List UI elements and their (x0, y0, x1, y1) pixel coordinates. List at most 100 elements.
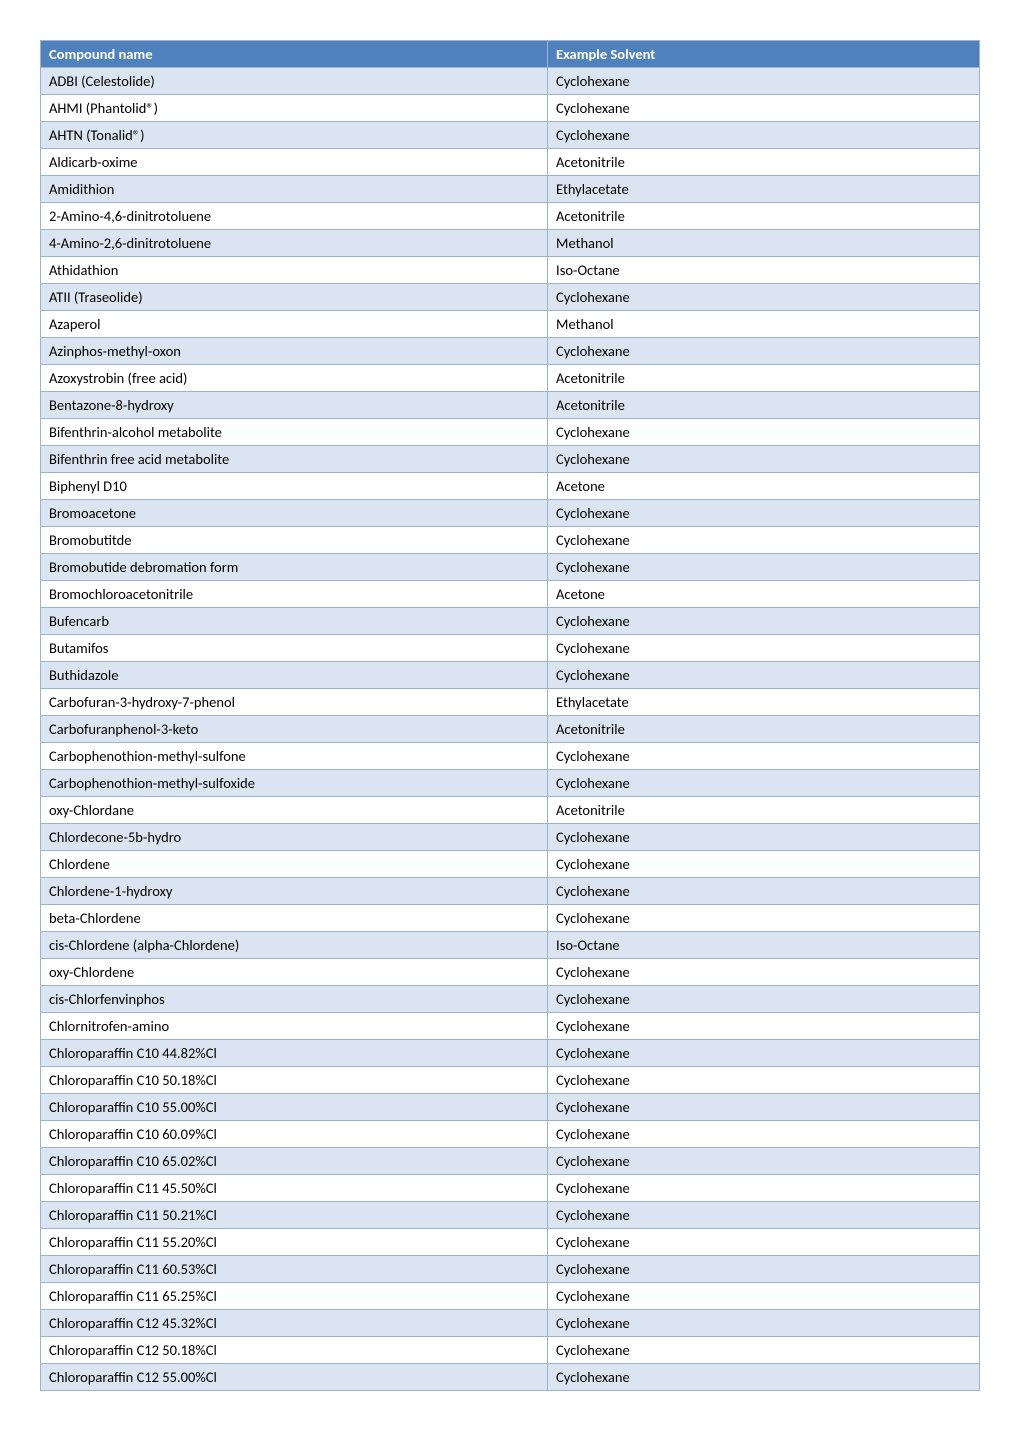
cell-solvent: Cyclohexane (548, 878, 980, 905)
cell-compound: Chloroparaffin C11 60.53%Cl (41, 1256, 548, 1283)
cell-solvent: Methanol (548, 311, 980, 338)
cell-solvent: Acetone (548, 581, 980, 608)
cell-compound: ATII (Traseolide) (41, 284, 548, 311)
cell-solvent: Cyclohexane (548, 554, 980, 581)
cell-compound: Chlornitrofen-amino (41, 1013, 548, 1040)
column-header-solvent: Example Solvent (548, 41, 980, 68)
cell-solvent: Acetonitrile (548, 203, 980, 230)
cell-solvent: Cyclohexane (548, 68, 980, 95)
table-row: AzaperolMethanol (41, 311, 980, 338)
table-row: Azinphos-methyl-oxonCyclohexane (41, 338, 980, 365)
table-row: Chloroparaffin C12 45.32%ClCyclohexane (41, 1310, 980, 1337)
cell-solvent: Cyclohexane (548, 743, 980, 770)
table-row: Chloroparaffin C12 55.00%ClCyclohexane (41, 1364, 980, 1391)
cell-compound: Butamifos (41, 635, 548, 662)
cell-compound: Azoxystrobin (free acid) (41, 365, 548, 392)
cell-solvent: Cyclohexane (548, 446, 980, 473)
cell-solvent: Ethylacetate (548, 176, 980, 203)
cell-solvent: Cyclohexane (548, 905, 980, 932)
cell-compound: Carbofuran-3-hydroxy-7-phenol (41, 689, 548, 716)
table-row: BromobutitdeCyclohexane (41, 527, 980, 554)
cell-compound: Chloroparaffin C10 55.00%Cl (41, 1094, 548, 1121)
table-row: ATII (Traseolide)Cyclohexane (41, 284, 980, 311)
cell-solvent: Cyclohexane (548, 95, 980, 122)
cell-solvent: Cyclohexane (548, 1121, 980, 1148)
cell-compound: Chloroparaffin C11 55.20%Cl (41, 1229, 548, 1256)
table-row: Chloroparaffin C10 44.82%ClCyclohexane (41, 1040, 980, 1067)
cell-solvent: Acetonitrile (548, 365, 980, 392)
cell-compound: Bromobutitde (41, 527, 548, 554)
column-header-compound: Compound name (41, 41, 548, 68)
table-row: Chloroparaffin C11 55.20%ClCyclohexane (41, 1229, 980, 1256)
cell-solvent: Cyclohexane (548, 1067, 980, 1094)
cell-compound: oxy-Chlordene (41, 959, 548, 986)
cell-compound: Chlordecone-5b-hydro (41, 824, 548, 851)
cell-compound: 2-Amino-4,6-dinitrotoluene (41, 203, 548, 230)
cell-compound: oxy-Chlordane (41, 797, 548, 824)
cell-solvent: Cyclohexane (548, 662, 980, 689)
table-row: BromochloroacetonitrileAcetone (41, 581, 980, 608)
cell-compound: Aldicarb-oxime (41, 149, 548, 176)
table-row: Chloroparaffin C11 50.21%ClCyclohexane (41, 1202, 980, 1229)
table-body: ADBI (Celestolide)CyclohexaneAHMI (Phant… (41, 68, 980, 1391)
table-row: AHTN (Tonalid®)Cyclohexane (41, 122, 980, 149)
cell-solvent: Cyclohexane (548, 1202, 980, 1229)
cell-compound: cis-Chlorfenvinphos (41, 986, 548, 1013)
cell-compound: Bifenthrin free acid metabolite (41, 446, 548, 473)
table-row: Chloroparaffin C10 60.09%ClCyclohexane (41, 1121, 980, 1148)
cell-compound: Chloroparaffin C11 45.50%Cl (41, 1175, 548, 1202)
table-row: Biphenyl D10Acetone (41, 473, 980, 500)
cell-solvent: Cyclohexane (548, 851, 980, 878)
cell-compound: Chloroparaffin C10 44.82%Cl (41, 1040, 548, 1067)
table-row: BufencarbCyclohexane (41, 608, 980, 635)
cell-solvent: Cyclohexane (548, 500, 980, 527)
cell-compound: Carbophenothion-methyl-sulfoxide (41, 770, 548, 797)
table-row: Chlornitrofen-aminoCyclohexane (41, 1013, 980, 1040)
table-row: AHMI (Phantolid®)Cyclohexane (41, 95, 980, 122)
table-row: Bentazone-8-hydroxyAcetonitrile (41, 392, 980, 419)
table-row: 4-Amino-2,6-dinitrotolueneMethanol (41, 230, 980, 257)
cell-solvent: Cyclohexane (548, 122, 980, 149)
cell-solvent: Cyclohexane (548, 1148, 980, 1175)
cell-solvent: Iso-Octane (548, 257, 980, 284)
cell-solvent: Cyclohexane (548, 527, 980, 554)
table-row: Chloroparaffin C11 60.53%ClCyclohexane (41, 1256, 980, 1283)
table-row: Chloroparaffin C10 55.00%ClCyclohexane (41, 1094, 980, 1121)
cell-compound: Chloroparaffin C10 65.02%Cl (41, 1148, 548, 1175)
cell-solvent: Cyclohexane (548, 959, 980, 986)
cell-compound: Carbophenothion-methyl-sulfone (41, 743, 548, 770)
compound-solvent-table: Compound name Example Solvent ADBI (Cele… (40, 40, 980, 1391)
table-row: Carbofuranphenol-3-ketoAcetonitrile (41, 716, 980, 743)
cell-compound: Biphenyl D10 (41, 473, 548, 500)
cell-solvent: Cyclohexane (548, 1310, 980, 1337)
cell-solvent: Cyclohexane (548, 1337, 980, 1364)
cell-solvent: Acetonitrile (548, 149, 980, 176)
cell-compound: Chlordene (41, 851, 548, 878)
cell-compound: AHMI (Phantolid®) (41, 95, 548, 122)
cell-compound: beta-Chlordene (41, 905, 548, 932)
table-row: ADBI (Celestolide)Cyclohexane (41, 68, 980, 95)
table-row: Chloroparaffin C11 65.25%ClCyclohexane (41, 1283, 980, 1310)
cell-compound: Bifenthrin-alcohol metabolite (41, 419, 548, 446)
cell-compound: Bromobutide debromation form (41, 554, 548, 581)
cell-compound: Chlordene-1-hydroxy (41, 878, 548, 905)
cell-compound: Bentazone-8-hydroxy (41, 392, 548, 419)
cell-compound: ADBI (Celestolide) (41, 68, 548, 95)
cell-compound: Chloroparaffin C10 50.18%Cl (41, 1067, 548, 1094)
table-row: AmidithionEthylacetate (41, 176, 980, 203)
table-row: Carbofuran-3-hydroxy-7-phenolEthylacetat… (41, 689, 980, 716)
cell-solvent: Acetone (548, 473, 980, 500)
table-row: Bifenthrin-alcohol metaboliteCyclohexane (41, 419, 980, 446)
cell-compound: Chloroparaffin C11 50.21%Cl (41, 1202, 548, 1229)
cell-solvent: Ethylacetate (548, 689, 980, 716)
table-row: Aldicarb-oximeAcetonitrile (41, 149, 980, 176)
table-row: Chloroparaffin C12 50.18%ClCyclohexane (41, 1337, 980, 1364)
table-row: AthidathionIso-Octane (41, 257, 980, 284)
table-row: cis-ChlorfenvinphosCyclohexane (41, 986, 980, 1013)
cell-compound: Chloroparaffin C11 65.25%Cl (41, 1283, 548, 1310)
cell-solvent: Cyclohexane (548, 824, 980, 851)
cell-solvent: Cyclohexane (548, 1364, 980, 1391)
cell-compound: Bromoacetone (41, 500, 548, 527)
table-row: Azoxystrobin (free acid)Acetonitrile (41, 365, 980, 392)
table-header-row: Compound name Example Solvent (41, 41, 980, 68)
